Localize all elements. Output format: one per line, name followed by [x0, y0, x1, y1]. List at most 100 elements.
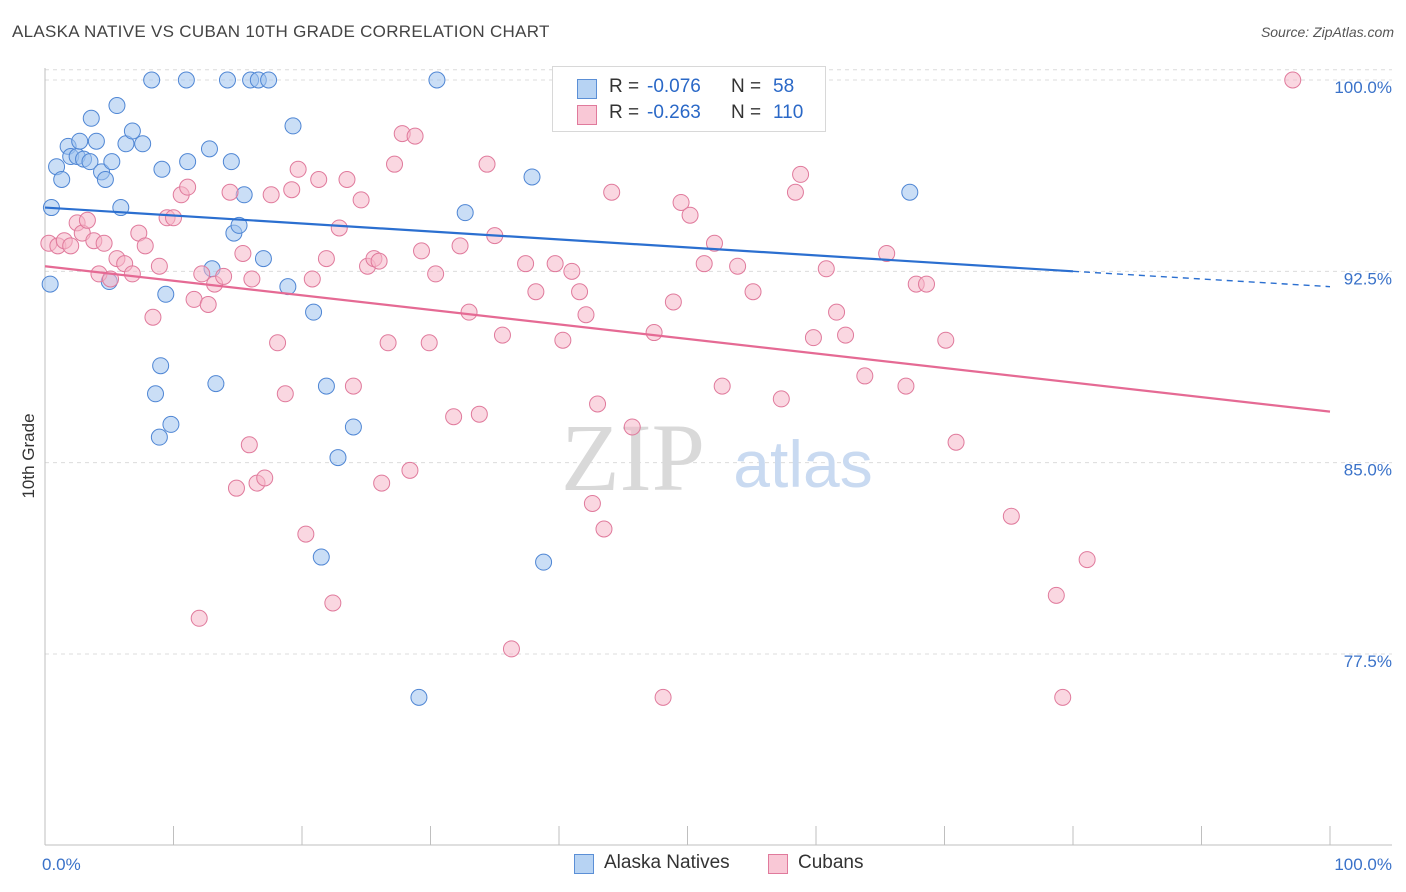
data-point — [240, 436, 258, 454]
data-point — [303, 270, 321, 288]
data-point — [428, 71, 446, 89]
data-point — [897, 377, 915, 395]
data-point — [373, 474, 391, 492]
data-point — [645, 324, 663, 342]
y-tick-label: 92.5% — [1344, 269, 1392, 288]
data-point — [157, 285, 175, 303]
data-point — [804, 329, 822, 347]
data-point — [123, 122, 141, 140]
data-point — [87, 132, 105, 150]
data-point — [445, 408, 463, 426]
data-point — [856, 367, 874, 385]
data-point — [517, 255, 535, 273]
axes — [44, 68, 1392, 846]
data-point — [185, 290, 203, 308]
data-point — [193, 265, 211, 283]
data-point — [144, 308, 162, 326]
data-point — [297, 525, 315, 543]
data-point — [152, 357, 170, 375]
legend-r-value: -0.263 — [647, 102, 701, 123]
data-point — [222, 153, 240, 171]
trend-line-extension — [1072, 270, 1331, 288]
data-point — [179, 153, 197, 171]
data-point — [215, 267, 233, 285]
data-point — [207, 375, 225, 393]
data-point — [344, 377, 362, 395]
series-cubans — [40, 71, 1302, 706]
data-point — [147, 385, 165, 403]
data-point — [386, 155, 404, 173]
data-point — [305, 303, 323, 321]
series-alaska-natives — [41, 71, 919, 706]
data-point — [134, 135, 152, 153]
data-point — [1054, 688, 1072, 706]
data-point — [165, 209, 182, 227]
data-point — [123, 265, 141, 283]
data-point — [317, 377, 335, 395]
legend-n-label: N = — [731, 76, 762, 97]
data-point — [786, 183, 804, 201]
data-point — [62, 237, 80, 255]
data-point — [78, 211, 96, 229]
data-point — [577, 306, 595, 324]
data-point — [338, 170, 356, 188]
data-point — [595, 520, 613, 538]
data-point — [563, 262, 581, 280]
data-point — [1078, 551, 1096, 569]
watermark-atlas: atlas — [733, 427, 872, 501]
data-point — [221, 183, 239, 201]
data-point — [460, 303, 478, 321]
chart-title: ALASKA NATIVE VS CUBAN 10TH GRADE CORREL… — [12, 22, 550, 41]
data-point — [729, 257, 747, 275]
data-point — [493, 326, 511, 344]
data-point — [254, 250, 272, 268]
data-point — [837, 326, 855, 344]
legend-r-label: R = — [609, 102, 640, 123]
data-point — [276, 385, 294, 403]
trend-line — [44, 206, 1074, 273]
data-point — [317, 250, 335, 268]
data-point — [230, 216, 248, 234]
data-point — [744, 283, 762, 301]
data-point — [103, 153, 121, 171]
data-point — [878, 244, 896, 262]
data-point — [401, 461, 419, 479]
y-tick-label: 100.0% — [1334, 78, 1392, 97]
data-point — [108, 97, 126, 115]
data-point — [262, 186, 280, 204]
data-point — [478, 155, 496, 173]
data-point — [143, 71, 161, 89]
data-point — [289, 160, 307, 178]
data-point — [177, 71, 195, 89]
data-point — [792, 165, 810, 183]
data-point — [589, 395, 607, 413]
data-point — [153, 160, 171, 178]
data-point — [310, 170, 328, 188]
data-point — [1047, 586, 1065, 604]
stats-legend: R = -0.076 N = 58 R = -0.263 N = 110 — [552, 66, 826, 132]
trend-line — [44, 265, 1331, 413]
data-point — [283, 181, 301, 199]
data-point — [150, 257, 168, 275]
data-point — [817, 260, 835, 278]
data-point — [546, 255, 564, 273]
data-point — [284, 117, 302, 135]
data-point — [554, 331, 572, 349]
data-point — [96, 170, 114, 188]
legend-r-label: R = — [609, 76, 640, 97]
source-label: Source: ZipAtlas.com — [1260, 24, 1394, 40]
data-point — [53, 170, 71, 188]
data-point — [695, 255, 713, 273]
legend-n-value: 58 — [773, 76, 795, 97]
data-point — [379, 334, 397, 352]
data-point — [200, 140, 218, 158]
legend-r-value: -0.076 — [647, 76, 701, 97]
x-tick-label-max: 100.0% — [1334, 855, 1392, 874]
data-point — [256, 469, 274, 487]
data-point — [243, 270, 261, 288]
data-point — [260, 71, 278, 89]
data-point — [71, 132, 89, 150]
data-point — [218, 71, 236, 89]
data-point — [406, 127, 424, 145]
